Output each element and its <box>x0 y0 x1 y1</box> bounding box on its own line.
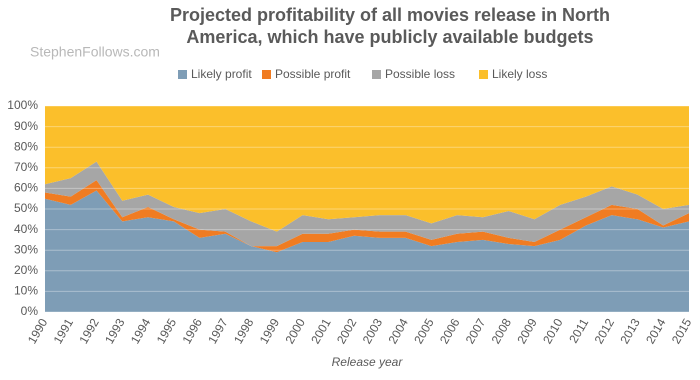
x-tick-label: 2009 <box>514 316 540 346</box>
legend-label: Likely profit <box>191 67 252 81</box>
area <box>45 106 689 232</box>
area <box>45 161 689 247</box>
x-tick-label: 1990 <box>25 316 51 346</box>
x-tick-label: 1995 <box>154 316 180 346</box>
chart-title: Projected profitability of all movies re… <box>169 5 611 47</box>
legend-swatch <box>479 70 488 79</box>
x-tick-label: 1994 <box>128 316 154 346</box>
x-tick-label: 2013 <box>617 316 643 346</box>
y-tick-label: 10% <box>14 284 38 298</box>
x-tick-label: 2001 <box>308 316 334 346</box>
legend-label: Possible loss <box>385 67 455 81</box>
x-tick-label: 1996 <box>179 316 205 346</box>
x-tick-label: 1991 <box>51 316 77 346</box>
legend-label: Possible profit <box>275 67 351 81</box>
y-tick-label: 70% <box>14 160 38 174</box>
legend-swatch <box>178 70 187 79</box>
x-tick-label: 1992 <box>76 316 102 346</box>
x-tick-label: 1999 <box>257 316 283 346</box>
y-tick-label: 90% <box>14 119 38 133</box>
x-tick-label: 2011 <box>566 316 591 346</box>
x-tick-label: 2003 <box>360 316 386 346</box>
x-tick-label: 1998 <box>231 316 257 346</box>
area <box>45 190 689 312</box>
x-tick-label: 2012 <box>592 316 618 346</box>
y-tick-label: 60% <box>14 181 38 195</box>
y-tick-label: 20% <box>14 263 38 277</box>
x-tick-label: 2004 <box>386 316 412 346</box>
legend-swatch <box>262 70 271 79</box>
x-tick-label: 2010 <box>540 316 566 346</box>
watermark: StephenFollows.com <box>30 44 160 60</box>
y-tick-label: 100% <box>7 98 38 112</box>
legend-label: Likely loss <box>492 67 547 81</box>
x-tick-label: 2015 <box>669 316 695 346</box>
area <box>45 180 689 253</box>
x-tick-label: 1993 <box>102 316 128 346</box>
y-tick-label: 80% <box>14 139 38 153</box>
y-tick-label: 0% <box>21 304 39 318</box>
x-tick-label: 2007 <box>463 316 489 346</box>
x-tick-label: 2000 <box>282 316 308 346</box>
x-tick-label: 2005 <box>411 316 437 346</box>
y-tick-label: 40% <box>14 222 38 236</box>
x-axis-label: Release year <box>332 355 404 369</box>
x-tick-label: 2008 <box>489 316 515 346</box>
x-tick-label: 2006 <box>437 316 463 346</box>
y-tick-label: 50% <box>14 201 38 215</box>
x-tick-label: 2014 <box>643 316 669 346</box>
x-tick-label: 2002 <box>334 316 360 346</box>
legend-swatch <box>372 70 381 79</box>
x-tick-label: 1997 <box>205 316 231 346</box>
y-tick-label: 30% <box>14 242 38 256</box>
